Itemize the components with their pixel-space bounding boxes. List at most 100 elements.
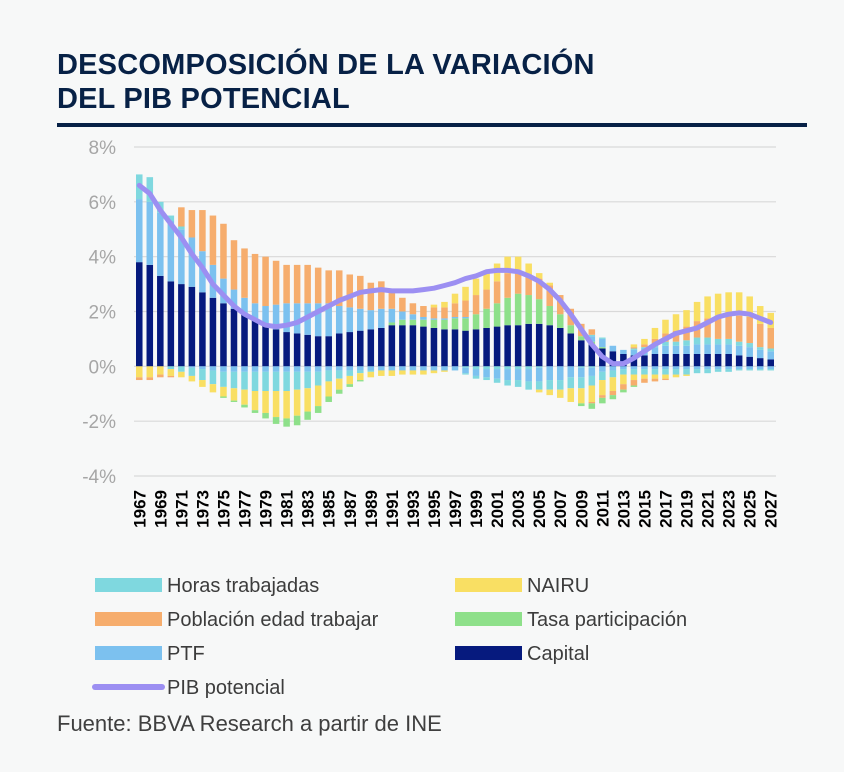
bar-ptf_neg <box>609 366 617 371</box>
bar-capital <box>767 359 775 367</box>
bar-tasa <box>514 293 522 326</box>
bar-ptf <box>388 308 396 323</box>
bar-poblacion <box>714 316 722 339</box>
bar-poblacion <box>272 260 280 305</box>
bar-poblacion <box>504 273 511 298</box>
bar-nairu_neg <box>672 374 680 378</box>
bar-nairu <box>504 256 511 274</box>
bar-capital <box>535 323 543 367</box>
bar-tasa <box>472 314 480 330</box>
bar-poblacion <box>335 270 343 307</box>
bar-nairu_neg <box>662 374 669 379</box>
bar-poblacion <box>746 316 753 344</box>
bar-tasa_neg <box>620 389 627 393</box>
bar-capital <box>378 327 385 367</box>
bar-poblacion <box>641 344 648 348</box>
bar-horas_neg2 <box>704 369 711 374</box>
bar-ptf <box>420 316 427 320</box>
bar-nairu_neg <box>683 374 690 376</box>
bar-tasa_neg <box>588 403 596 409</box>
bar-horas_neg <box>493 366 501 370</box>
bar-horas_neg2 <box>283 371 290 392</box>
bar-capital <box>420 326 427 367</box>
bar-capital <box>462 330 469 367</box>
legend-swatch <box>95 646 162 660</box>
pib-line <box>136 182 774 367</box>
bar-tasa <box>420 319 427 327</box>
bar-poblacion <box>683 326 690 341</box>
bar-capital <box>146 264 154 367</box>
bar-ptf <box>293 303 301 334</box>
bar-pob_neg <box>157 374 164 378</box>
bar-tasa_neg <box>346 384 354 387</box>
bar-horas_neg2 <box>304 371 311 389</box>
x-tick-label: 1997 <box>446 490 465 528</box>
bar-ptf_neg <box>367 366 375 371</box>
bar-capital <box>641 355 648 367</box>
legend-swatch <box>95 578 162 592</box>
x-tick-label: 2021 <box>699 490 718 528</box>
legend-item-ptf: PTF <box>95 643 205 665</box>
bar-pob_neg <box>620 384 627 390</box>
bar-nairu_neg <box>630 374 638 381</box>
bar-ptf <box>325 303 332 337</box>
bar-pob_neg <box>146 377 154 381</box>
x-tick-label: 1991 <box>383 490 402 528</box>
bar-nairu_neg <box>335 378 343 390</box>
y-axis-ticks: 8% 6% 4% 2% 0% -2% -4% <box>82 138 116 488</box>
bar-horas_neg2 <box>651 369 659 375</box>
bar-nairu <box>714 293 722 317</box>
legend-item-poblacion: Población edad trabajar <box>95 609 379 631</box>
legend-swatch <box>455 612 522 626</box>
bar-capital <box>367 329 375 367</box>
bar-capital <box>578 340 585 367</box>
bar-nairu_neg <box>578 388 585 404</box>
bar-ptf_neg <box>430 366 438 371</box>
x-tick-label: 1973 <box>193 490 212 528</box>
bar-nairu_neg <box>588 385 596 402</box>
bar-nairu_neg <box>230 388 238 401</box>
bar-capital <box>409 325 417 367</box>
bar-ptf_neg <box>493 369 501 379</box>
bar-ptf <box>146 201 154 265</box>
bar-nairu_neg <box>609 377 617 392</box>
bar-horas_neg2 <box>367 370 375 372</box>
bar-horas_neg2 <box>241 371 248 390</box>
bar-capital <box>135 262 143 367</box>
bar-nairu <box>756 306 764 324</box>
x-tick-label: 1977 <box>236 490 255 528</box>
bar-ptf_neg <box>704 366 711 370</box>
bar-nairu_neg <box>388 370 396 376</box>
bar-nairu_neg <box>546 389 553 396</box>
bar-horas_neg2 <box>262 371 269 392</box>
legend-item-capital: Capital <box>455 643 589 665</box>
bar-capital <box>693 353 701 367</box>
bar-horas_neg2 <box>630 369 638 375</box>
bar-tasa <box>409 319 417 326</box>
bar-tasa <box>578 336 585 341</box>
bar-ptf_neg <box>209 366 217 371</box>
bar-ptf_neg <box>314 366 322 372</box>
legend-item-nairu: NAIRU <box>455 575 589 597</box>
bar-capital <box>178 284 185 367</box>
x-tick-label: 2003 <box>509 490 528 528</box>
bar-nairu <box>662 319 669 334</box>
title-line-2: DEL PIB POTENCIAL <box>57 83 350 115</box>
bar-nairu_neg <box>641 374 648 379</box>
legend-label: Tasa participación <box>527 609 687 631</box>
bar-poblacion <box>199 210 206 252</box>
bar-capital <box>283 332 290 367</box>
legend-item-tasa: Tasa participación <box>455 609 687 631</box>
bar-capital <box>346 332 354 367</box>
bar-pob_neg <box>588 401 596 404</box>
bar-ptf <box>714 344 722 354</box>
bar-horas_neg <box>483 366 490 370</box>
bar-poblacion <box>399 297 406 312</box>
x-tick-label: 2005 <box>530 490 549 528</box>
bar-horas_neg2 <box>578 377 585 389</box>
bar-poblacion <box>483 289 490 309</box>
bar-ptf_neg <box>735 366 743 370</box>
bar-ptf_neg <box>767 366 775 370</box>
bar-horas_neg2 <box>546 380 553 390</box>
legend-item-pib: PIB potencial <box>92 677 285 699</box>
